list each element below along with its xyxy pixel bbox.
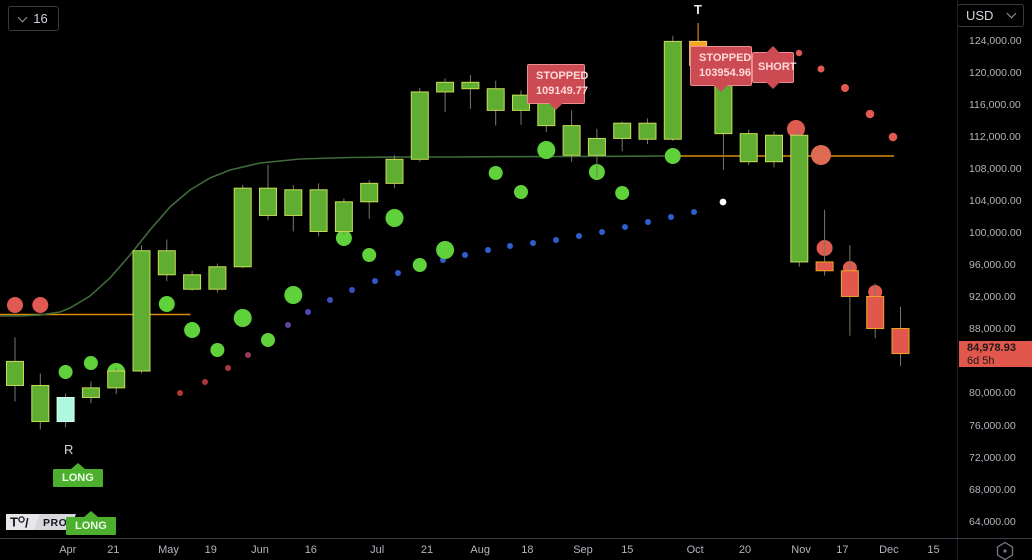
- svg-text:/: /: [25, 516, 29, 531]
- svg-text:T: T: [10, 515, 18, 530]
- svg-text:PRO: PRO: [43, 517, 67, 529]
